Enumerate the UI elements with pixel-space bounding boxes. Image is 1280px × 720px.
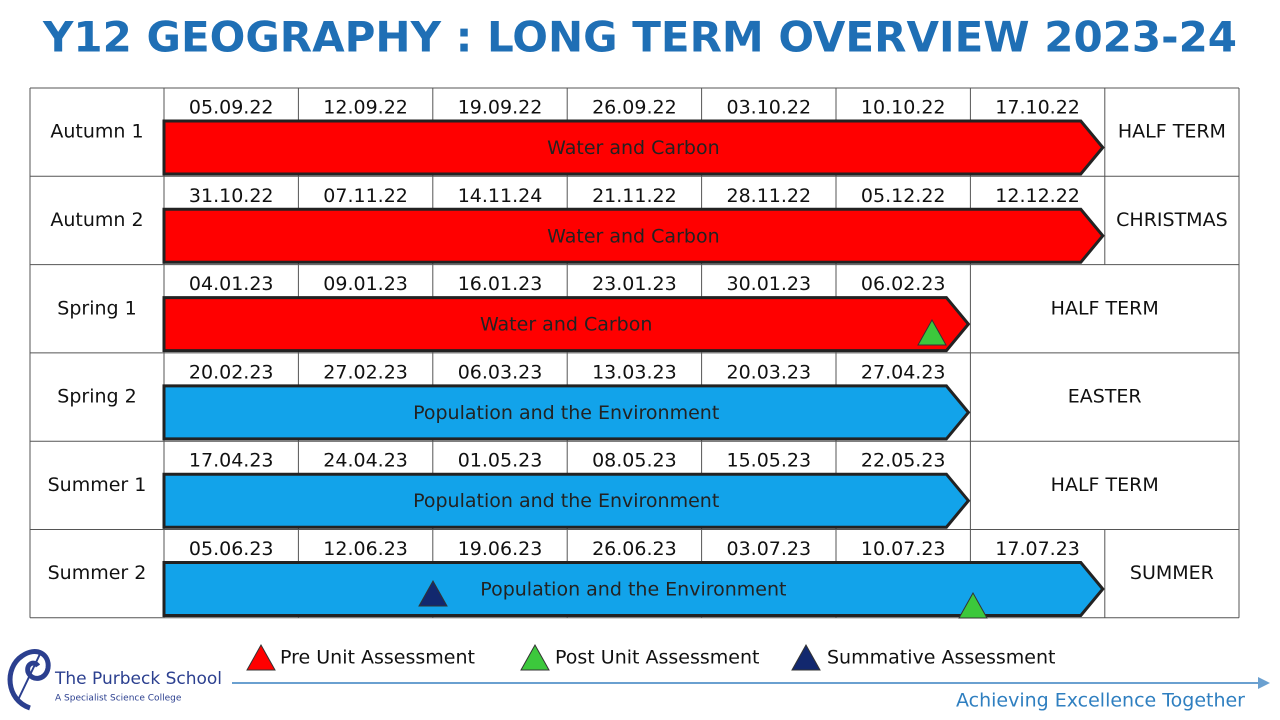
week-date: 10.10.22 [861, 97, 946, 119]
week-date: 05.06.23 [189, 538, 274, 560]
unit-label: Water and Carbon [547, 225, 719, 247]
post-unit-marker [958, 591, 988, 619]
post-unit-marker [917, 318, 947, 346]
week-date: 12.06.23 [323, 538, 408, 560]
week-date: 03.07.23 [726, 538, 811, 560]
week-date: 04.01.23 [189, 273, 274, 295]
term-label: Spring 2 [57, 386, 136, 408]
title: Y12 GEOGRAPHY : LONG TERM OVERVIEW 2023-… [42, 13, 1237, 62]
legend-icon [791, 643, 821, 671]
term-label: Autumn 2 [50, 209, 143, 231]
week-date: 24.04.23 [323, 450, 408, 472]
week-date: 28.11.22 [726, 185, 811, 207]
week-date: 21.11.22 [592, 185, 677, 207]
school-subtitle: A Specialist Science College [55, 694, 182, 704]
week-date: 10.07.23 [861, 538, 946, 560]
week-date: 05.12.22 [861, 185, 946, 207]
unit-label: Population and the Environment [413, 490, 719, 512]
unit-arrow [162, 472, 971, 529]
week-date: 16.01.23 [458, 273, 543, 295]
term-label: Summer 1 [48, 474, 147, 496]
unit-arrow [162, 384, 971, 441]
week-date: 09.01.23 [323, 273, 408, 295]
legend-label: Pre Unit Assessment [280, 647, 475, 669]
week-date: 14.11.24 [458, 185, 543, 207]
unit-arrow [162, 296, 971, 353]
week-date: 26.09.22 [592, 97, 677, 119]
week-date: 17.04.23 [189, 450, 274, 472]
week-date: 27.04.23 [861, 361, 946, 383]
week-date: 15.05.23 [726, 450, 811, 472]
overview-table: Autumn 1 05.09.22 12.09.22 19.09.22 26.09.22… [29, 87, 1240, 619]
week-date: 07.11.22 [323, 185, 408, 207]
unit-arrow [162, 207, 1105, 264]
week-date: 26.06.23 [592, 538, 677, 560]
week-date: 19.09.22 [458, 97, 543, 119]
week-date: 17.10.22 [995, 97, 1080, 119]
week-date: 20.03.23 [726, 361, 811, 383]
tagline: Achieving Excellence Together [956, 690, 1245, 712]
week-date: 17.07.23 [995, 538, 1080, 560]
week-date: 01.05.23 [458, 450, 543, 472]
break-label: EASTER [1068, 386, 1142, 408]
break-label: HALF TERM [1051, 474, 1159, 496]
unit-label: Population and the Environment [480, 579, 786, 601]
week-date: 19.06.23 [458, 538, 543, 560]
unit-arrow [162, 119, 1105, 176]
week-date: 12.12.22 [995, 185, 1080, 207]
legend-label: Summative Assessment [827, 647, 1055, 669]
logo [7, 649, 51, 711]
unit-label: Population and the Environment [413, 402, 719, 424]
legend-icon [520, 643, 550, 671]
legend-icon [246, 643, 276, 671]
term-label: Autumn 1 [50, 121, 143, 143]
legend-label: Post Unit Assessment [555, 647, 759, 669]
term-label: Summer 2 [48, 562, 147, 584]
school-name: The Purbeck School [54, 669, 222, 689]
week-date: 30.01.23 [726, 273, 811, 295]
unit-label: Water and Carbon [480, 314, 652, 336]
break-label: HALF TERM [1118, 121, 1226, 143]
week-date: 03.10.22 [726, 97, 811, 119]
break-label: CHRISTMAS [1116, 209, 1227, 231]
week-date: 23.01.23 [592, 273, 677, 295]
week-date: 27.02.23 [323, 361, 408, 383]
footer-arrowhead [1258, 677, 1270, 689]
term-label: Spring 1 [57, 297, 136, 319]
summative-marker [418, 579, 448, 607]
week-date: 08.05.23 [592, 450, 677, 472]
week-date: 06.02.23 [861, 273, 946, 295]
week-date: 13.03.23 [592, 361, 677, 383]
unit-label: Water and Carbon [547, 137, 719, 159]
week-date: 20.02.23 [189, 361, 274, 383]
unit-arrow [162, 561, 1105, 617]
week-date: 12.09.22 [323, 97, 408, 119]
week-date: 31.10.22 [189, 185, 274, 207]
break-label: SUMMER [1130, 562, 1214, 584]
week-date: 22.05.23 [861, 450, 946, 472]
break-label: HALF TERM [1051, 297, 1159, 319]
week-date: 05.09.22 [189, 97, 274, 119]
week-date: 06.03.23 [458, 361, 543, 383]
